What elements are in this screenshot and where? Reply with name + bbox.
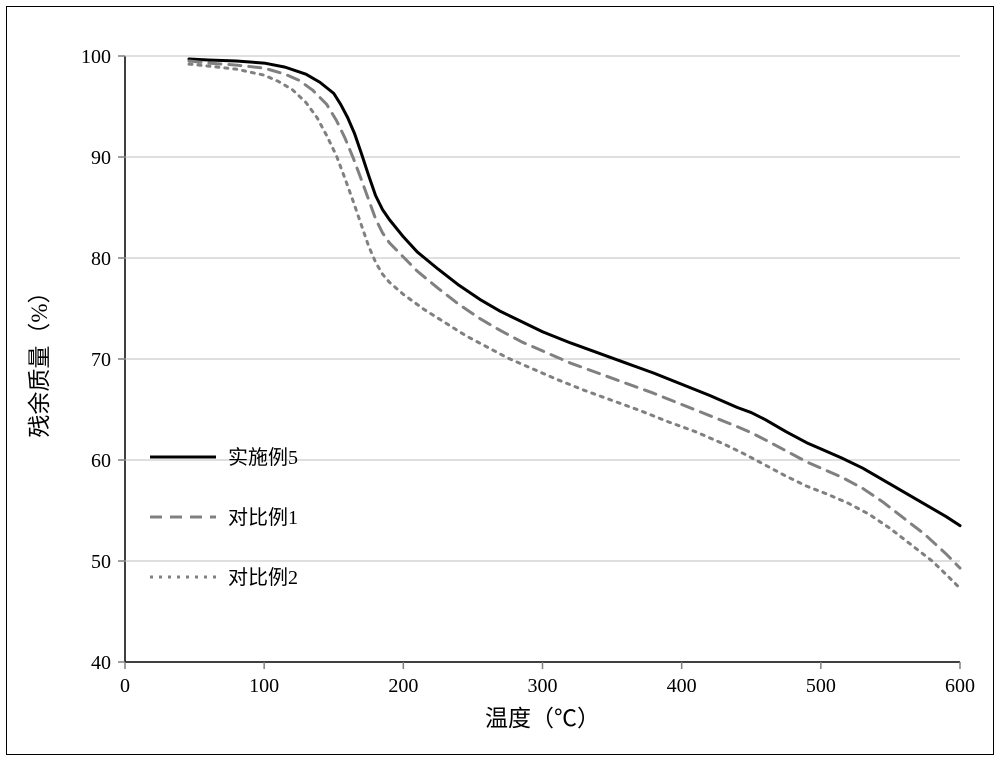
x-tick-label: 100 (249, 675, 279, 697)
y-tick-label: 80 (91, 248, 111, 270)
series-实施例5 (189, 59, 960, 526)
legend-label: 对比例2 (228, 566, 298, 589)
x-tick-label: 0 (120, 675, 130, 697)
tga-chart: 0 100 200 300 400 500 600 40 50 60 70 80 90 100 温度（℃） 残… (0, 0, 1000, 761)
x-tick-label: 200 (388, 675, 418, 697)
y-tick-label: 50 (91, 551, 111, 573)
y-axis-label: 残余质量（%） (27, 280, 52, 437)
x-tick-label: 400 (667, 675, 697, 697)
x-tick-label: 600 (945, 675, 975, 697)
legend-label: 实施例5 (228, 446, 298, 469)
x-axis-label: 温度（℃） (485, 706, 600, 731)
x-tick-label: 300 (528, 675, 558, 697)
y-tick-label: 60 (91, 450, 111, 472)
y-tick-label: 90 (91, 147, 111, 169)
y-tick-label: 40 (91, 652, 111, 674)
x-tick-label: 500 (806, 675, 836, 697)
series-对比例2 (189, 64, 960, 588)
y-tick-label: 70 (91, 349, 111, 371)
series-对比例1 (189, 61, 960, 568)
legend-label: 对比例1 (228, 506, 298, 529)
y-tick-label: 100 (81, 46, 111, 68)
